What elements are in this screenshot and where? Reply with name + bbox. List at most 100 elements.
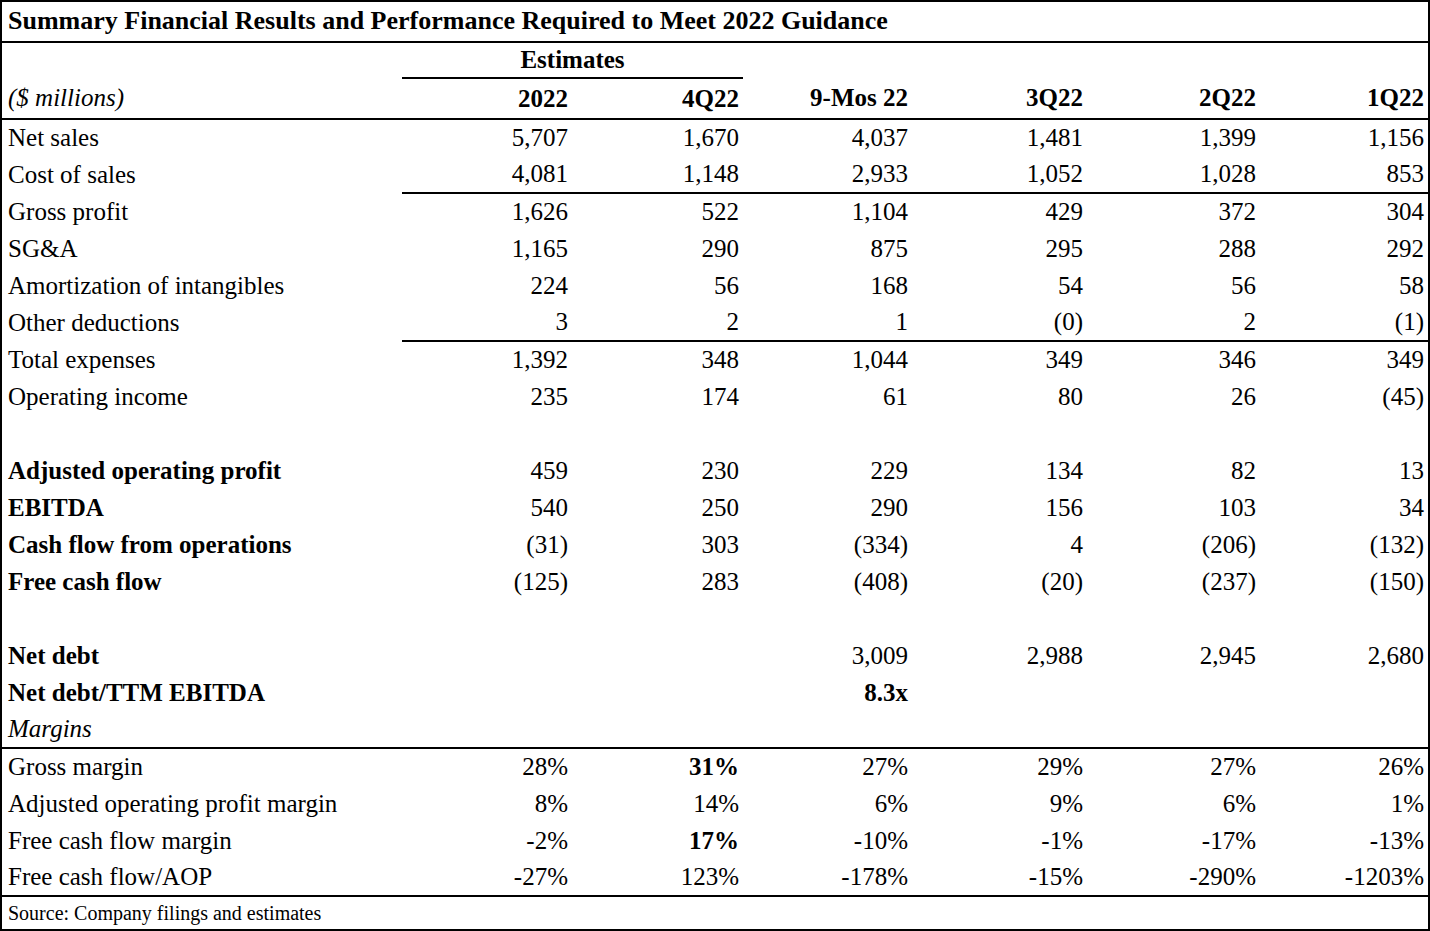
cell: -1203% bbox=[1260, 859, 1428, 896]
cell: 8% bbox=[402, 785, 572, 822]
cell: (20) bbox=[912, 563, 1087, 600]
cell: 1,399 bbox=[1087, 119, 1260, 156]
cell: 875 bbox=[743, 230, 912, 267]
cell bbox=[572, 674, 743, 711]
cell: 17% bbox=[572, 822, 743, 859]
cell: 27% bbox=[743, 748, 912, 785]
cell: 1% bbox=[1260, 785, 1428, 822]
column-header-row: ($ millions) 2022 4Q22 9-Mos 22 3Q22 2Q2… bbox=[2, 78, 1428, 119]
cell: 134 bbox=[912, 452, 1087, 489]
row-label: Free cash flow margin bbox=[2, 822, 402, 859]
row-label: EBITDA bbox=[2, 489, 402, 526]
table-row: Total expenses1,3923481,044349346349 bbox=[2, 341, 1428, 378]
cell: 1,481 bbox=[912, 119, 1087, 156]
cell: 2 bbox=[1087, 304, 1260, 341]
financial-summary-table: Summary Financial Results and Performanc… bbox=[0, 0, 1430, 931]
cell: 156 bbox=[912, 489, 1087, 526]
row-label: Adjusted operating profit bbox=[2, 452, 402, 489]
table-row: Margins bbox=[2, 711, 1428, 748]
empty-cell bbox=[2, 415, 1428, 452]
cell: 123% bbox=[572, 859, 743, 896]
spacer-row bbox=[2, 600, 1428, 637]
cell: 1,165 bbox=[402, 230, 572, 267]
cell: 288 bbox=[1087, 230, 1260, 267]
cell: 2,933 bbox=[743, 156, 912, 193]
row-label: SG&A bbox=[2, 230, 402, 267]
cell: -178% bbox=[743, 859, 912, 896]
table-row: Adjusted operating profit459230229134821… bbox=[2, 452, 1428, 489]
cell: 853 bbox=[1260, 156, 1428, 193]
cell: 540 bbox=[402, 489, 572, 526]
cell: 56 bbox=[572, 267, 743, 304]
row-label: Gross profit bbox=[2, 193, 402, 230]
cell: 295 bbox=[912, 230, 1087, 267]
cell bbox=[572, 711, 743, 748]
row-label: Free cash flow bbox=[2, 563, 402, 600]
column-header-9mos22: 9-Mos 22 bbox=[743, 78, 912, 119]
cell: (334) bbox=[743, 526, 912, 563]
row-label: Gross margin bbox=[2, 748, 402, 785]
cell: 58 bbox=[1260, 267, 1428, 304]
cell: 292 bbox=[1260, 230, 1428, 267]
column-header-1q22: 1Q22 bbox=[1260, 78, 1428, 119]
column-header-2q22: 2Q22 bbox=[1087, 78, 1260, 119]
cell bbox=[402, 674, 572, 711]
cell bbox=[402, 637, 572, 674]
cell: 1,148 bbox=[572, 156, 743, 193]
table-row: Free cash flow/AOP-27%123%-178%-15%-290%… bbox=[2, 859, 1428, 896]
table-row: Net debt/TTM EBITDA8.3x bbox=[2, 674, 1428, 711]
cell: 346 bbox=[1087, 341, 1260, 378]
cell: 26% bbox=[1260, 748, 1428, 785]
cell: 28% bbox=[402, 748, 572, 785]
cell bbox=[1087, 711, 1260, 748]
cell: 31% bbox=[572, 748, 743, 785]
spacer-row bbox=[2, 415, 1428, 452]
row-label: Amortization of intangibles bbox=[2, 267, 402, 304]
table-row: SG&A1,165290875295288292 bbox=[2, 230, 1428, 267]
table-row: Free cash flow(125)283(408)(20)(237)(150… bbox=[2, 563, 1428, 600]
column-header-3q22: 3Q22 bbox=[912, 78, 1087, 119]
cell: 230 bbox=[572, 452, 743, 489]
cell: 3 bbox=[402, 304, 572, 341]
cell bbox=[912, 711, 1087, 748]
cell: 61 bbox=[743, 378, 912, 415]
cell: 224 bbox=[402, 267, 572, 304]
estimates-row: Estimates bbox=[2, 42, 1428, 78]
cell: 1,104 bbox=[743, 193, 912, 230]
cell: 14% bbox=[572, 785, 743, 822]
cell: (237) bbox=[1087, 563, 1260, 600]
cell: 235 bbox=[402, 378, 572, 415]
cell: (150) bbox=[1260, 563, 1428, 600]
cell: 349 bbox=[912, 341, 1087, 378]
cell: 13 bbox=[1260, 452, 1428, 489]
table-row: Adjusted operating profit margin8%14%6%9… bbox=[2, 785, 1428, 822]
cell: 56 bbox=[1087, 267, 1260, 304]
cell: (0) bbox=[912, 304, 1087, 341]
cell: 1,052 bbox=[912, 156, 1087, 193]
cell: 2 bbox=[572, 304, 743, 341]
cell: -17% bbox=[1087, 822, 1260, 859]
cell: 174 bbox=[572, 378, 743, 415]
cell: 8.3x bbox=[743, 674, 912, 711]
cell: 348 bbox=[572, 341, 743, 378]
cell: 459 bbox=[402, 452, 572, 489]
cell: (132) bbox=[1260, 526, 1428, 563]
cell: 4,037 bbox=[743, 119, 912, 156]
cell: 6% bbox=[743, 785, 912, 822]
cell: 54 bbox=[912, 267, 1087, 304]
empty-cell bbox=[2, 600, 1428, 637]
cell: 372 bbox=[1087, 193, 1260, 230]
cell: 283 bbox=[572, 563, 743, 600]
cell: 349 bbox=[1260, 341, 1428, 378]
cell bbox=[572, 637, 743, 674]
row-label: Adjusted operating profit margin bbox=[2, 785, 402, 822]
cell bbox=[743, 711, 912, 748]
table-row: Free cash flow margin-2%17%-10%-1%-17%-1… bbox=[2, 822, 1428, 859]
cell: -27% bbox=[402, 859, 572, 896]
title-row: Summary Financial Results and Performanc… bbox=[2, 2, 1428, 42]
summary-table: Summary Financial Results and Performanc… bbox=[2, 2, 1428, 929]
cell: 1,044 bbox=[743, 341, 912, 378]
cell: 80 bbox=[912, 378, 1087, 415]
cell bbox=[1087, 674, 1260, 711]
empty-cell bbox=[743, 42, 1428, 78]
